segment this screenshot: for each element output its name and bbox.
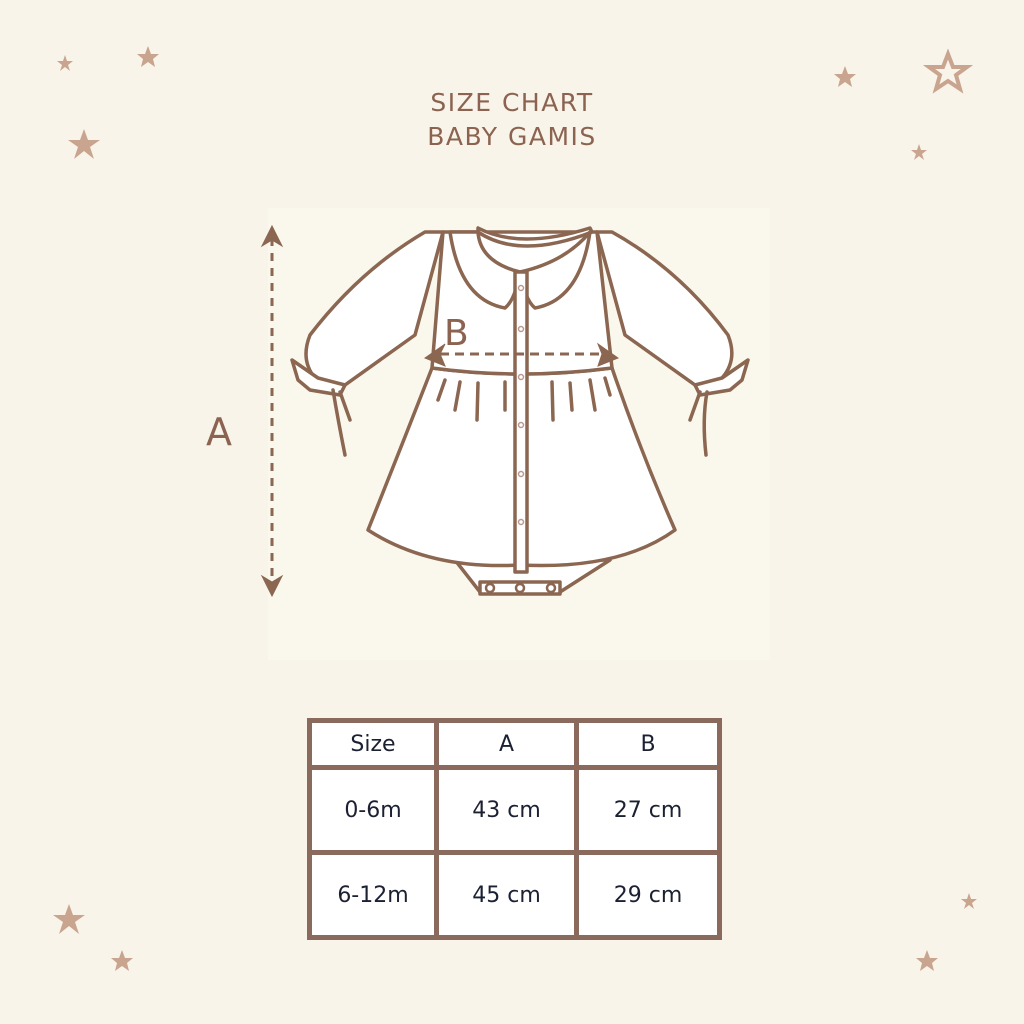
table-cell: 29 cm — [574, 850, 722, 940]
right-sleeve — [595, 230, 734, 387]
collar — [448, 230, 522, 310]
measurement-b-arrow — [423, 342, 620, 367]
size-table: Size A B 0-6m 43 cm 27 cm 6-12m 45 cm 29… — [307, 718, 722, 940]
label-a: A — [206, 410, 232, 454]
chart-title-line1: SIZE CHART — [430, 88, 594, 117]
star-icon — [57, 55, 73, 71]
star-icon — [916, 950, 938, 971]
star-icon — [834, 66, 856, 87]
table-row: 0-6m 43 cm 27 cm — [307, 765, 722, 855]
star-icon — [68, 129, 100, 159]
chart-title-line2: BABY GAMIS — [427, 122, 597, 151]
table-header-row: Size A B — [307, 718, 722, 770]
table-cell: 43 cm — [434, 765, 579, 855]
star-icon — [911, 144, 927, 160]
label-b: B — [444, 313, 469, 354]
header-cell: B — [574, 718, 722, 770]
star-icon — [961, 893, 977, 909]
stars-decoration — [53, 46, 977, 971]
header-cell: Size — [307, 718, 439, 770]
star-icon — [922, 48, 974, 94]
table-cell: 45 cm — [434, 850, 579, 940]
header-cell: A — [434, 718, 579, 770]
star-icon — [111, 950, 133, 971]
star-icon — [53, 904, 85, 934]
table-row: 6-12m 45 cm 29 cm — [307, 850, 722, 940]
table-cell: 27 cm — [574, 765, 722, 855]
table-cell: 0-6m — [307, 765, 439, 855]
left-sleeve — [304, 230, 445, 387]
table-cell: 6-12m — [307, 850, 439, 940]
star-icon — [137, 46, 159, 67]
measurement-a-arrow — [260, 224, 284, 598]
